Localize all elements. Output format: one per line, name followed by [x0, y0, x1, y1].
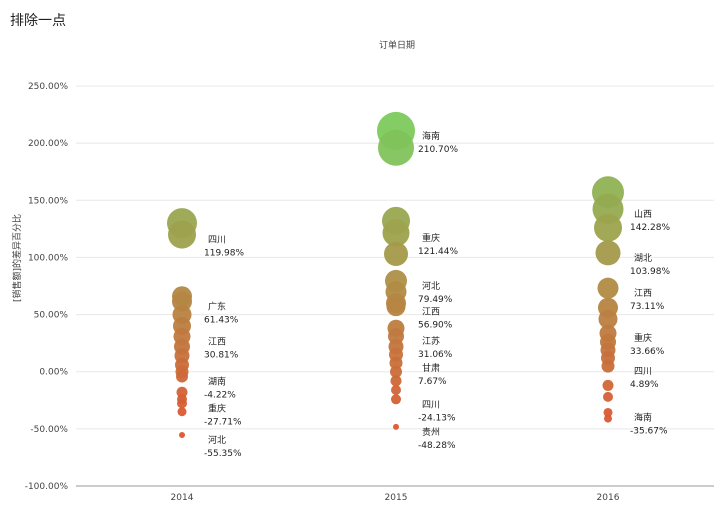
data-label-name: 山西: [634, 209, 652, 220]
y-tick-label: 100.00%: [28, 253, 68, 263]
x-tick-label: 2014: [171, 493, 194, 503]
data-label-name: 贵州: [422, 426, 440, 438]
axis-layer: 250.00% 200.00% 150.00% 100.00% 50.00% 0.00% -…: [25, 82, 714, 503]
bubble-point: [391, 394, 401, 405]
bubble-point: [598, 309, 618, 329]
bubble-point: [604, 414, 612, 423]
data-label-name: 重庆: [634, 332, 652, 344]
bubble-point: [390, 365, 402, 378]
data-label-value: 33.66%: [630, 347, 665, 357]
data-label-value: 7.67%: [418, 377, 447, 387]
data-label-value: 30.81%: [204, 351, 239, 361]
bubble-point: [378, 129, 414, 166]
data-label-name: 四川: [422, 400, 440, 410]
bubble-point: [384, 242, 408, 266]
data-label-value: -55.35%: [204, 449, 242, 459]
data-label-value: 61.43%: [204, 316, 239, 326]
bubble-point: [382, 219, 410, 247]
y-tick-label: 0.00%: [39, 368, 68, 378]
bubble-point: [393, 423, 399, 430]
bubble-point: [179, 431, 185, 438]
data-label-name: 湖北: [634, 253, 652, 264]
y-tick-label: 200.00%: [28, 139, 68, 149]
bubble-point: [594, 213, 622, 242]
data-label-value: -4.22%: [204, 391, 236, 401]
data-label-name: 湖南: [208, 376, 226, 388]
bubble-point: [389, 356, 403, 370]
bubble-point: [597, 277, 619, 299]
bubble-point: [601, 359, 615, 373]
y-tick-label: 250.00%: [28, 82, 68, 92]
data-label-name: 江西: [422, 307, 440, 318]
data-label-name: 江苏: [422, 335, 440, 347]
data-label-value: 142.28%: [630, 223, 670, 233]
bubble-point: [595, 240, 621, 266]
data-label-name: 江西: [208, 337, 226, 348]
data-label-value: -27.71%: [204, 417, 242, 427]
bubble-point: [388, 328, 404, 345]
data-label-value: -48.28%: [418, 441, 456, 451]
bubble-point: [390, 375, 402, 387]
data-label-value: 56.90%: [418, 321, 453, 331]
data-label-value: 210.70%: [418, 145, 458, 155]
data-label-value: -35.67%: [630, 426, 668, 436]
bubble-point: [168, 220, 196, 249]
data-label-name: 四川: [634, 367, 652, 377]
bubble-layer: [167, 111, 624, 438]
bubble-point: [176, 370, 188, 383]
bubble-point: [603, 391, 613, 402]
data-label-name: 甘肃: [422, 362, 440, 374]
label-layer: 四川119.98%广东61.43%江西30.81%湖南-4.22%重庆-27.7…: [204, 130, 670, 459]
data-label-value: 119.98%: [204, 249, 244, 259]
data-label-name: 四川: [208, 236, 226, 246]
bubble-point: [602, 379, 614, 391]
data-label-name: 广东: [208, 301, 226, 313]
y-tick-label: 50.00%: [34, 311, 69, 321]
y-tick-label: -100.00%: [25, 482, 69, 492]
data-label-name: 河北: [422, 280, 440, 292]
data-label-value: -24.13%: [418, 413, 456, 423]
data-label-name: 海南: [634, 411, 652, 423]
data-label-name: 海南: [422, 130, 440, 142]
data-label-value: 73.11%: [630, 302, 665, 312]
bubble-point: [386, 297, 406, 317]
x-tick-label: 2015: [385, 493, 408, 503]
y-axis-title: [销售额]的差异百分比: [11, 214, 23, 302]
data-label-value: 103.98%: [630, 267, 670, 277]
data-label-name: 江西: [634, 288, 652, 299]
page-title: 排除一点: [10, 13, 66, 29]
data-label-name: 河北: [208, 434, 226, 446]
data-label-name: 重庆: [208, 402, 226, 414]
data-label-value: 79.49%: [418, 295, 453, 305]
chart-title: 订单日期: [379, 39, 415, 51]
bubble-point: [177, 407, 187, 417]
data-label-name: 重庆: [422, 232, 440, 244]
bubble-point: [391, 385, 401, 395]
x-tick-label: 2016: [597, 493, 620, 503]
y-tick-label: -50.00%: [30, 425, 68, 435]
data-label-value: 4.89%: [630, 380, 659, 390]
y-tick-label: 150.00%: [28, 196, 68, 206]
bubble-point: [603, 407, 613, 417]
data-label-value: 31.06%: [418, 350, 453, 360]
data-label-value: 121.44%: [418, 247, 458, 257]
bubble-point: [177, 398, 187, 409]
